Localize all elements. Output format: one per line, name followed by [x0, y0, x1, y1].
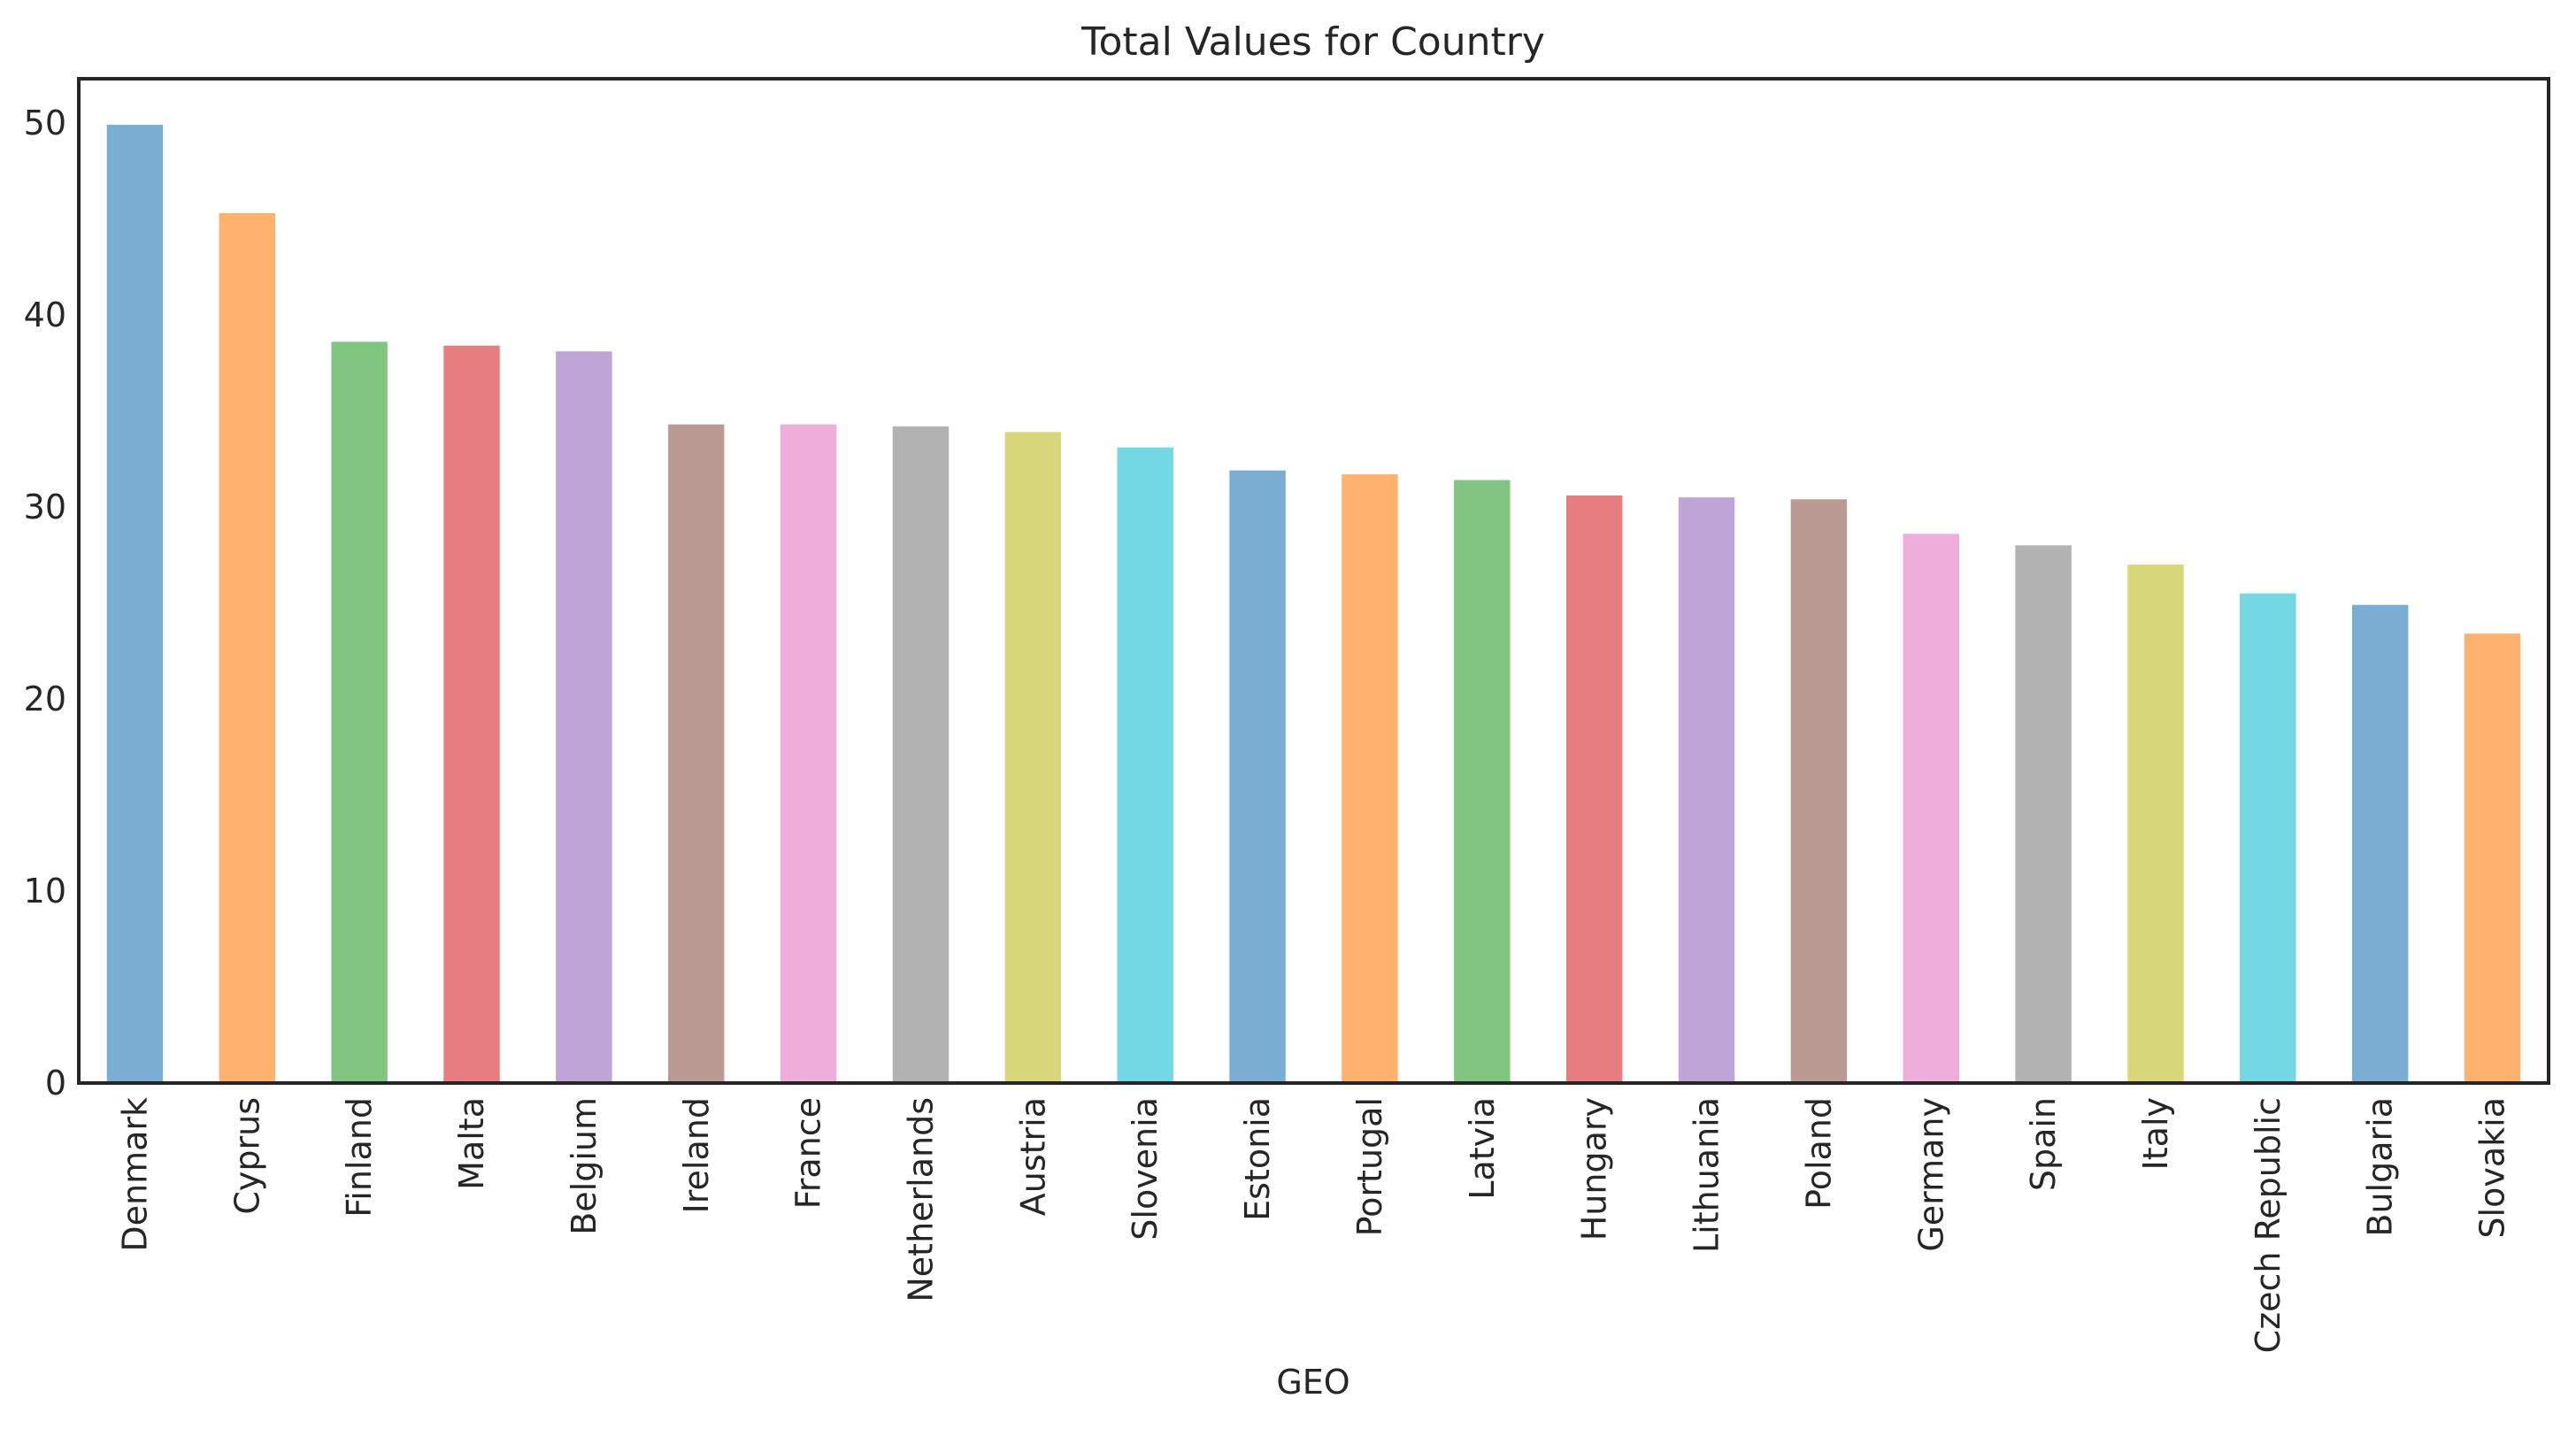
x-tick-label: Bulgaria [2361, 1097, 2400, 1237]
bar-france [780, 424, 837, 1083]
x-tick-label: Belgium [565, 1097, 604, 1235]
y-tick-label: 40 [24, 296, 66, 334]
y-tick-label: 50 [24, 104, 66, 142]
bar-latvia [1454, 480, 1511, 1083]
y-axis-ticks: 0 10 20 30 40 50 [24, 104, 66, 1102]
bar-denmark [106, 125, 164, 1084]
x-axis-ticks: Denmark Cyprus Finland Malta Belgium Ireland F… [115, 1097, 2511, 1353]
bar-hungary [1565, 495, 1623, 1083]
bar-malta [443, 345, 500, 1083]
plot-frame [77, 77, 2550, 1085]
bar-ireland [668, 424, 725, 1083]
x-tick-label: Malta [452, 1097, 491, 1190]
x-tick-label: Portugal [1350, 1097, 1389, 1236]
chart-title: Total Values for Country [1080, 19, 1545, 65]
bar-estonia [1229, 470, 1286, 1083]
bar-slovenia [1117, 447, 1173, 1083]
x-tick-label: Slovakia [2473, 1097, 2512, 1239]
bar-finland [331, 342, 388, 1083]
x-tick-label: Netherlands [901, 1097, 940, 1302]
x-axis-label: GEO [1276, 1363, 1350, 1402]
y-tick-label: 10 [24, 872, 66, 910]
y-tick-label: 30 [24, 488, 66, 526]
bar-germany [1903, 534, 1959, 1083]
bar-spain [2015, 545, 2072, 1083]
x-tick-label: Czech Republic [2249, 1097, 2288, 1353]
bar-lithuania [1678, 497, 1735, 1083]
bar-czech-republic [2240, 593, 2296, 1083]
x-tick-label: Latvia [1463, 1097, 1502, 1200]
x-tick-label: Italy [2136, 1097, 2175, 1170]
x-tick-label: Estonia [1238, 1097, 1277, 1221]
x-tick-label: Germany [1911, 1097, 1950, 1252]
x-tick-label: Austria [1013, 1097, 1052, 1216]
x-tick-label: Finland [340, 1097, 379, 1218]
bar-slovakia [2464, 634, 2521, 1083]
x-tick-label: Cyprus [227, 1097, 266, 1215]
bar-poland [1790, 499, 1848, 1083]
y-tick-label: 20 [24, 680, 66, 718]
x-tick-label: Hungary [1575, 1097, 1614, 1241]
x-tick-label: Slovenia [1126, 1097, 1165, 1241]
bar-bulgaria [2351, 604, 2409, 1083]
bar-austria [1004, 432, 1062, 1084]
bar-cyprus [219, 212, 276, 1083]
bar-portugal [1342, 474, 1398, 1083]
bar-italy [2127, 565, 2184, 1083]
x-tick-label: France [789, 1097, 828, 1209]
bars-group [106, 125, 2521, 1084]
bar-netherlands [892, 426, 950, 1083]
x-tick-label: Denmark [115, 1097, 154, 1252]
x-tick-label: Lithuania [1688, 1097, 1726, 1253]
bar-belgium [556, 351, 612, 1083]
x-tick-label: Poland [1799, 1097, 1838, 1210]
x-tick-label: Ireland [677, 1097, 716, 1213]
x-tick-label: Spain [2024, 1097, 2063, 1191]
y-tick-label: 0 [45, 1064, 66, 1102]
